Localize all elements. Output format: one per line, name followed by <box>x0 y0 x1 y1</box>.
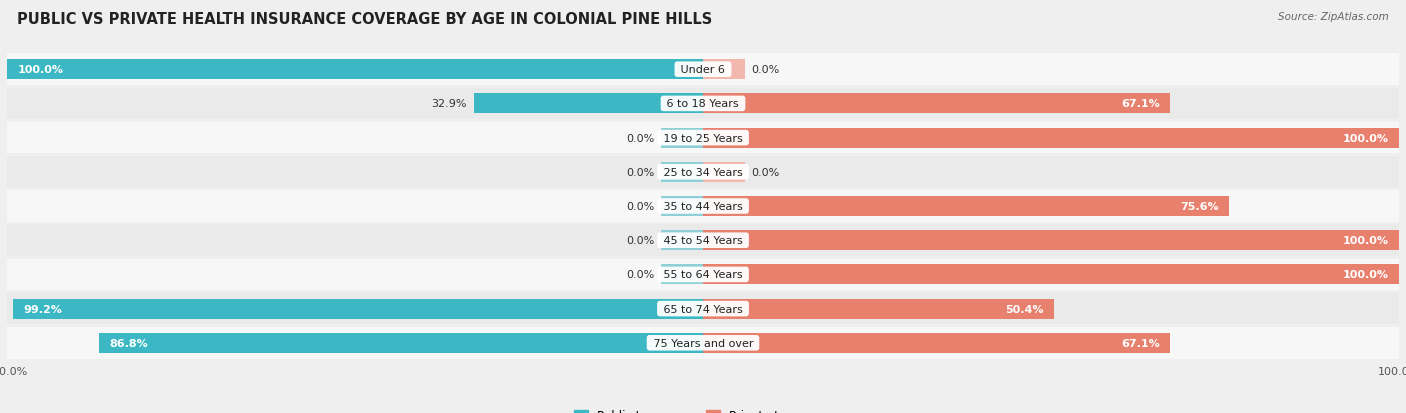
Text: 0.0%: 0.0% <box>626 236 654 246</box>
Bar <box>703 333 1170 353</box>
Text: 32.9%: 32.9% <box>432 99 467 109</box>
Text: 6 to 18 Years: 6 to 18 Years <box>664 99 742 109</box>
Text: 0.0%: 0.0% <box>626 270 654 280</box>
Text: Source: ZipAtlas.com: Source: ZipAtlas.com <box>1278 12 1389 22</box>
Text: 67.1%: 67.1% <box>1121 338 1160 348</box>
Text: 86.8%: 86.8% <box>110 338 148 348</box>
Text: 99.2%: 99.2% <box>22 304 62 314</box>
Bar <box>703 299 1053 319</box>
Bar <box>474 94 703 114</box>
Text: 35 to 44 Years: 35 to 44 Years <box>659 202 747 211</box>
Bar <box>7 191 1399 222</box>
Text: 0.0%: 0.0% <box>626 133 654 143</box>
Bar <box>7 157 1399 188</box>
Bar <box>7 259 1399 290</box>
Bar <box>98 333 703 353</box>
Bar <box>703 60 745 80</box>
Text: 55 to 64 Years: 55 to 64 Years <box>659 270 747 280</box>
Text: 100.0%: 100.0% <box>1343 133 1389 143</box>
Text: 19 to 25 Years: 19 to 25 Years <box>659 133 747 143</box>
Bar <box>661 128 703 148</box>
Bar <box>7 60 703 80</box>
Bar <box>7 123 1399 154</box>
Bar <box>661 162 703 182</box>
Text: 0.0%: 0.0% <box>626 167 654 177</box>
Text: 45 to 54 Years: 45 to 54 Years <box>659 236 747 246</box>
Text: PUBLIC VS PRIVATE HEALTH INSURANCE COVERAGE BY AGE IN COLONIAL PINE HILLS: PUBLIC VS PRIVATE HEALTH INSURANCE COVER… <box>17 12 711 27</box>
Bar <box>13 299 703 319</box>
Text: 100.0%: 100.0% <box>1343 270 1389 280</box>
Bar <box>703 94 1170 114</box>
Bar <box>7 225 1399 256</box>
Bar <box>703 128 1399 148</box>
Bar <box>661 265 703 285</box>
Text: 75 Years and over: 75 Years and over <box>650 338 756 348</box>
Text: 100.0%: 100.0% <box>1343 236 1389 246</box>
Text: 50.4%: 50.4% <box>1005 304 1043 314</box>
Legend: Public Insurance, Private Insurance: Public Insurance, Private Insurance <box>569 404 837 413</box>
Text: 0.0%: 0.0% <box>752 65 780 75</box>
Bar <box>661 197 703 216</box>
Bar <box>703 265 1399 285</box>
Text: 100.0%: 100.0% <box>17 65 63 75</box>
Text: 65 to 74 Years: 65 to 74 Years <box>659 304 747 314</box>
Bar <box>661 231 703 251</box>
Text: 0.0%: 0.0% <box>626 202 654 211</box>
Bar <box>703 231 1399 251</box>
Text: 75.6%: 75.6% <box>1180 202 1219 211</box>
Bar <box>703 162 745 182</box>
Text: 0.0%: 0.0% <box>752 167 780 177</box>
Bar <box>7 55 1399 86</box>
Bar <box>7 88 1399 120</box>
Bar <box>7 327 1399 358</box>
Bar <box>703 197 1229 216</box>
Text: Under 6: Under 6 <box>678 65 728 75</box>
Text: 67.1%: 67.1% <box>1121 99 1160 109</box>
Bar <box>7 293 1399 325</box>
Text: 25 to 34 Years: 25 to 34 Years <box>659 167 747 177</box>
